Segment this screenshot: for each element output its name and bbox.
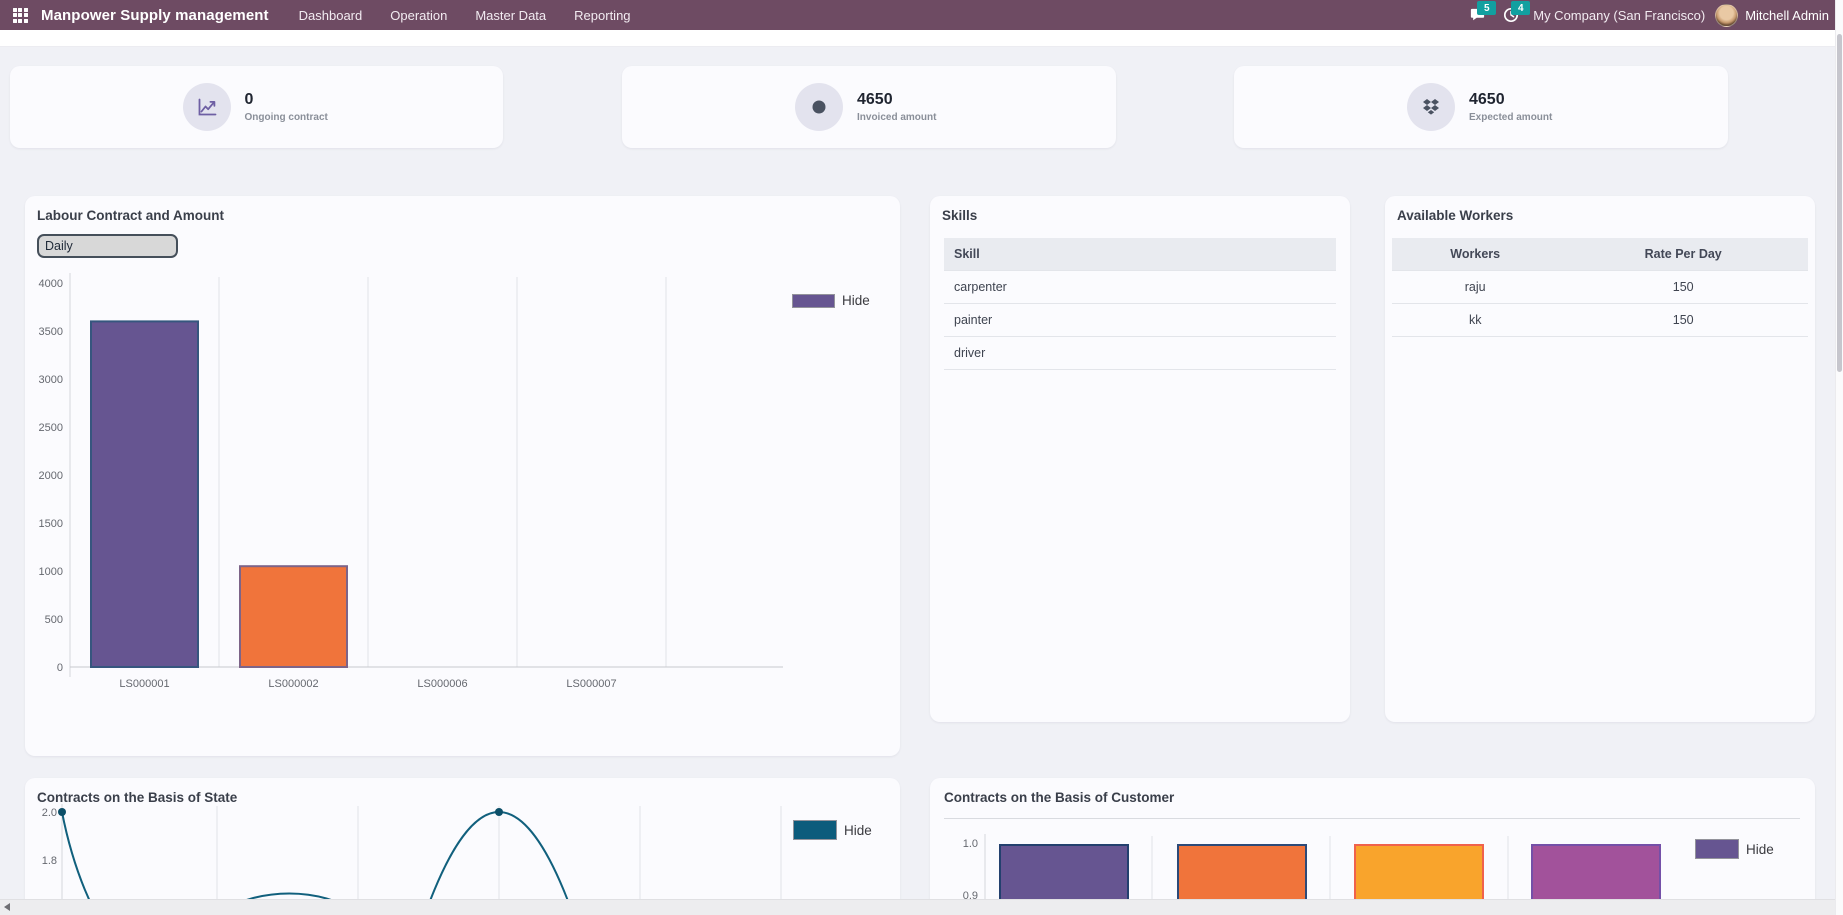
activities-badge: 4: [1511, 1, 1531, 15]
legend-swatch: [792, 293, 835, 308]
svg-text:3500: 3500: [39, 326, 63, 338]
labour-chart-legend[interactable]: Hide: [792, 293, 870, 308]
skill-cell: driver: [944, 336, 1336, 370]
workers-table: Workers Rate Per Day raju 150 kk 150: [1392, 238, 1808, 337]
workers-title: Available Workers: [1397, 208, 1514, 223]
svg-text:2000: 2000: [39, 470, 63, 482]
kpi-icon-circle: [182, 83, 231, 131]
apps-menu-icon[interactable]: [9, 4, 31, 26]
kpi-value: 4650: [1469, 91, 1505, 108]
customer-chart-legend[interactable]: Hide: [1695, 839, 1774, 859]
kpi-icon-circle: [795, 83, 843, 131]
user-avatar: [1715, 3, 1739, 27]
svg-text:1.0: 1.0: [963, 838, 978, 850]
kpi-label: Invoiced amount: [857, 112, 937, 123]
skills-column-header: Skill: [944, 238, 1336, 271]
svg-text:3000: 3000: [39, 374, 63, 386]
table-row: painter: [944, 303, 1336, 337]
svg-text:2.0: 2.0: [42, 807, 57, 819]
svg-text:2500: 2500: [39, 422, 63, 434]
horizontal-scrollbar[interactable]: [0, 899, 1843, 915]
skills-table: Skill carpenter painter driver: [944, 238, 1336, 370]
kpi-label: Expected amount: [1469, 112, 1553, 123]
app-title[interactable]: Manpower Supply management: [41, 6, 269, 24]
legend-swatch: [793, 820, 837, 840]
skills-title: Skills: [942, 208, 978, 223]
divider: [944, 818, 1800, 819]
labour-contract-card: Labour Contract and Amount Daily 0 500 100…: [25, 196, 900, 756]
worker-cell: kk: [1392, 303, 1559, 337]
nav-item-dashboard[interactable]: Dashboard: [298, 7, 363, 23]
svg-text:1500: 1500: [39, 518, 63, 530]
dot-circle-icon: [812, 100, 826, 114]
top-navbar: Manpower Supply management Dashboard Ope…: [0, 0, 1843, 30]
activities-button[interactable]: 4: [1499, 1, 1531, 25]
rate-cell: 150: [1558, 270, 1808, 304]
rate-cell: 150: [1558, 303, 1808, 337]
svg-text:LS000006: LS000006: [417, 678, 467, 690]
svg-text:LS000002: LS000002: [268, 678, 318, 690]
nav-item-reporting[interactable]: Reporting: [574, 7, 631, 23]
legend-swatch: [1695, 839, 1739, 859]
rate-column-header: Rate Per Day: [1558, 238, 1808, 271]
vertical-scrollbar[interactable]: [1835, 0, 1843, 915]
svg-text:0: 0: [57, 662, 63, 674]
customer-chart-title: Contracts on the Basis of Customer: [944, 790, 1175, 805]
navbar-left: Manpower Supply management Dashboard Ope…: [0, 3, 643, 28]
customer-chart-canvas[interactable]: 1.0 0.9: [930, 778, 1815, 915]
state-chart-legend[interactable]: Hide: [793, 820, 872, 840]
navbar-right: 5 4 My Company (San Francisco) Mitchell …: [1465, 1, 1843, 27]
kpi-card-ongoing-contract[interactable]: 0 Ongoing contract: [10, 66, 503, 148]
scroll-left-arrow-icon[interactable]: [4, 903, 10, 911]
messages-badge: 5: [1477, 1, 1497, 15]
control-panel-strip: [0, 30, 1843, 47]
kpi-label: Ongoing contract: [244, 112, 328, 123]
kpi-card-invoiced-amount[interactable]: 4650 Invoiced amount: [622, 66, 1116, 148]
contracts-state-card: Contracts on the Basis of State 2.0 1.8 H…: [25, 778, 900, 915]
table-row: raju 150: [1392, 270, 1808, 304]
state-chart-title: Contracts on the Basis of State: [37, 790, 238, 805]
kpi-icon-circle: [1407, 83, 1455, 131]
table-row: carpenter: [944, 270, 1336, 304]
messages-button[interactable]: 5: [1465, 1, 1497, 25]
svg-text:LS000001: LS000001: [119, 678, 169, 690]
company-switcher[interactable]: My Company (San Francisco): [1533, 7, 1706, 23]
available-workers-card: Available Workers Workers Rate Per Day r…: [1385, 196, 1815, 722]
labour-chart-title: Labour Contract and Amount: [37, 208, 224, 223]
user-name: Mitchell Admin: [1745, 7, 1829, 23]
skill-cell: carpenter: [944, 270, 1336, 304]
legend-label: Hide: [1746, 841, 1774, 857]
trend-chart-icon: [198, 98, 216, 116]
kpi-value: 4650: [857, 91, 893, 108]
legend-label: Hide: [842, 293, 870, 308]
table-row: driver: [944, 336, 1336, 370]
kpi-card-expected-amount[interactable]: 4650 Expected amount: [1234, 66, 1728, 148]
period-select[interactable]: Daily: [37, 234, 178, 258]
nav-item-operation[interactable]: Operation: [390, 7, 448, 23]
workers-column-header: Workers: [1392, 238, 1559, 271]
skills-card: Skills Skill carpenter painter driver: [930, 196, 1350, 722]
svg-text:LS000007: LS000007: [566, 678, 616, 690]
labour-chart-canvas[interactable]: 0 500 1000 1500 2000 2500 3000 3500 4000 LS000001…: [25, 196, 900, 721]
svg-text:4000: 4000: [39, 278, 63, 290]
dropbox-icon: [1423, 99, 1439, 115]
legend-label: Hide: [844, 822, 872, 838]
skill-cell: painter: [944, 303, 1336, 337]
grid-icon: [12, 7, 28, 23]
contracts-customer-card: Contracts on the Basis of Customer 1.0 0.…: [930, 778, 1815, 915]
svg-text:1.8: 1.8: [42, 855, 57, 867]
nav-menu: Dashboard Operation Master Data Reportin…: [287, 3, 643, 28]
kpi-value: 0: [244, 91, 254, 108]
state-chart-canvas[interactable]: 2.0 1.8: [25, 778, 900, 915]
nav-item-master-data[interactable]: Master Data: [475, 7, 547, 23]
table-row: kk 150: [1392, 303, 1808, 337]
user-menu[interactable]: Mitchell Admin: [1715, 3, 1829, 27]
worker-cell: raju: [1392, 270, 1559, 304]
svg-text:500: 500: [45, 614, 63, 626]
svg-text:1000: 1000: [39, 566, 63, 578]
vertical-scrollbar-thumb[interactable]: [1837, 34, 1842, 372]
